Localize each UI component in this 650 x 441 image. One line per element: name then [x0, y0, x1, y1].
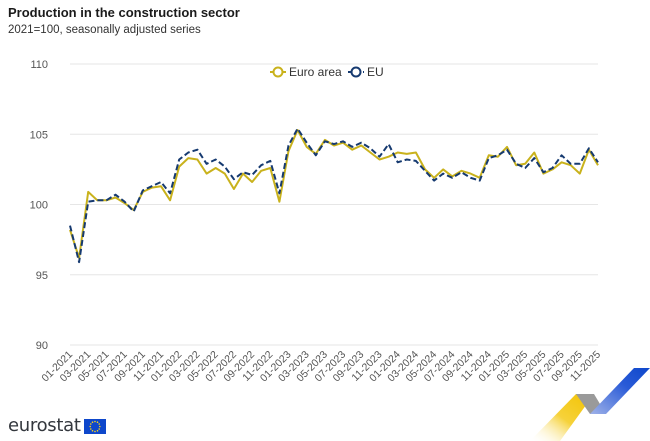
grid-lines [70, 63, 598, 346]
legend-marker-icon [350, 66, 362, 78]
y-tick-label: 110 [30, 59, 48, 71]
legend-label: Euro area [289, 65, 342, 79]
y-axis-ticks: 90 95 100 105 110 [30, 59, 48, 352]
decorative-ribbon [530, 368, 650, 441]
y-tick-label: 105 [30, 129, 48, 141]
chart-subtitle: 2021=100, seasonally adjusted series [8, 24, 201, 36]
legend-label: EU [367, 65, 384, 79]
y-tick-label: 90 [36, 340, 48, 352]
y-tick-label: 100 [30, 200, 48, 212]
legend-marker-icon [272, 66, 284, 78]
legend[interactable]: Euro area EU [270, 65, 384, 79]
legend-item-euro-area[interactable]: Euro area [270, 65, 342, 79]
series-line-eu[interactable] [69, 127, 599, 264]
chart-title: Production in the construction sector [8, 5, 240, 20]
y-tick-label: 95 [36, 270, 48, 282]
eurostat-logo: eurostat [8, 414, 106, 436]
series-line-euro-area[interactable] [69, 129, 599, 259]
legend-item-eu[interactable]: EU [348, 65, 384, 79]
series-lines [69, 127, 599, 264]
x-axis-ticks: 01-202103-202105-202107-202109-202111-20… [39, 349, 603, 385]
logo-text: eurostat [8, 414, 81, 436]
eu-flag-icon [83, 419, 106, 434]
